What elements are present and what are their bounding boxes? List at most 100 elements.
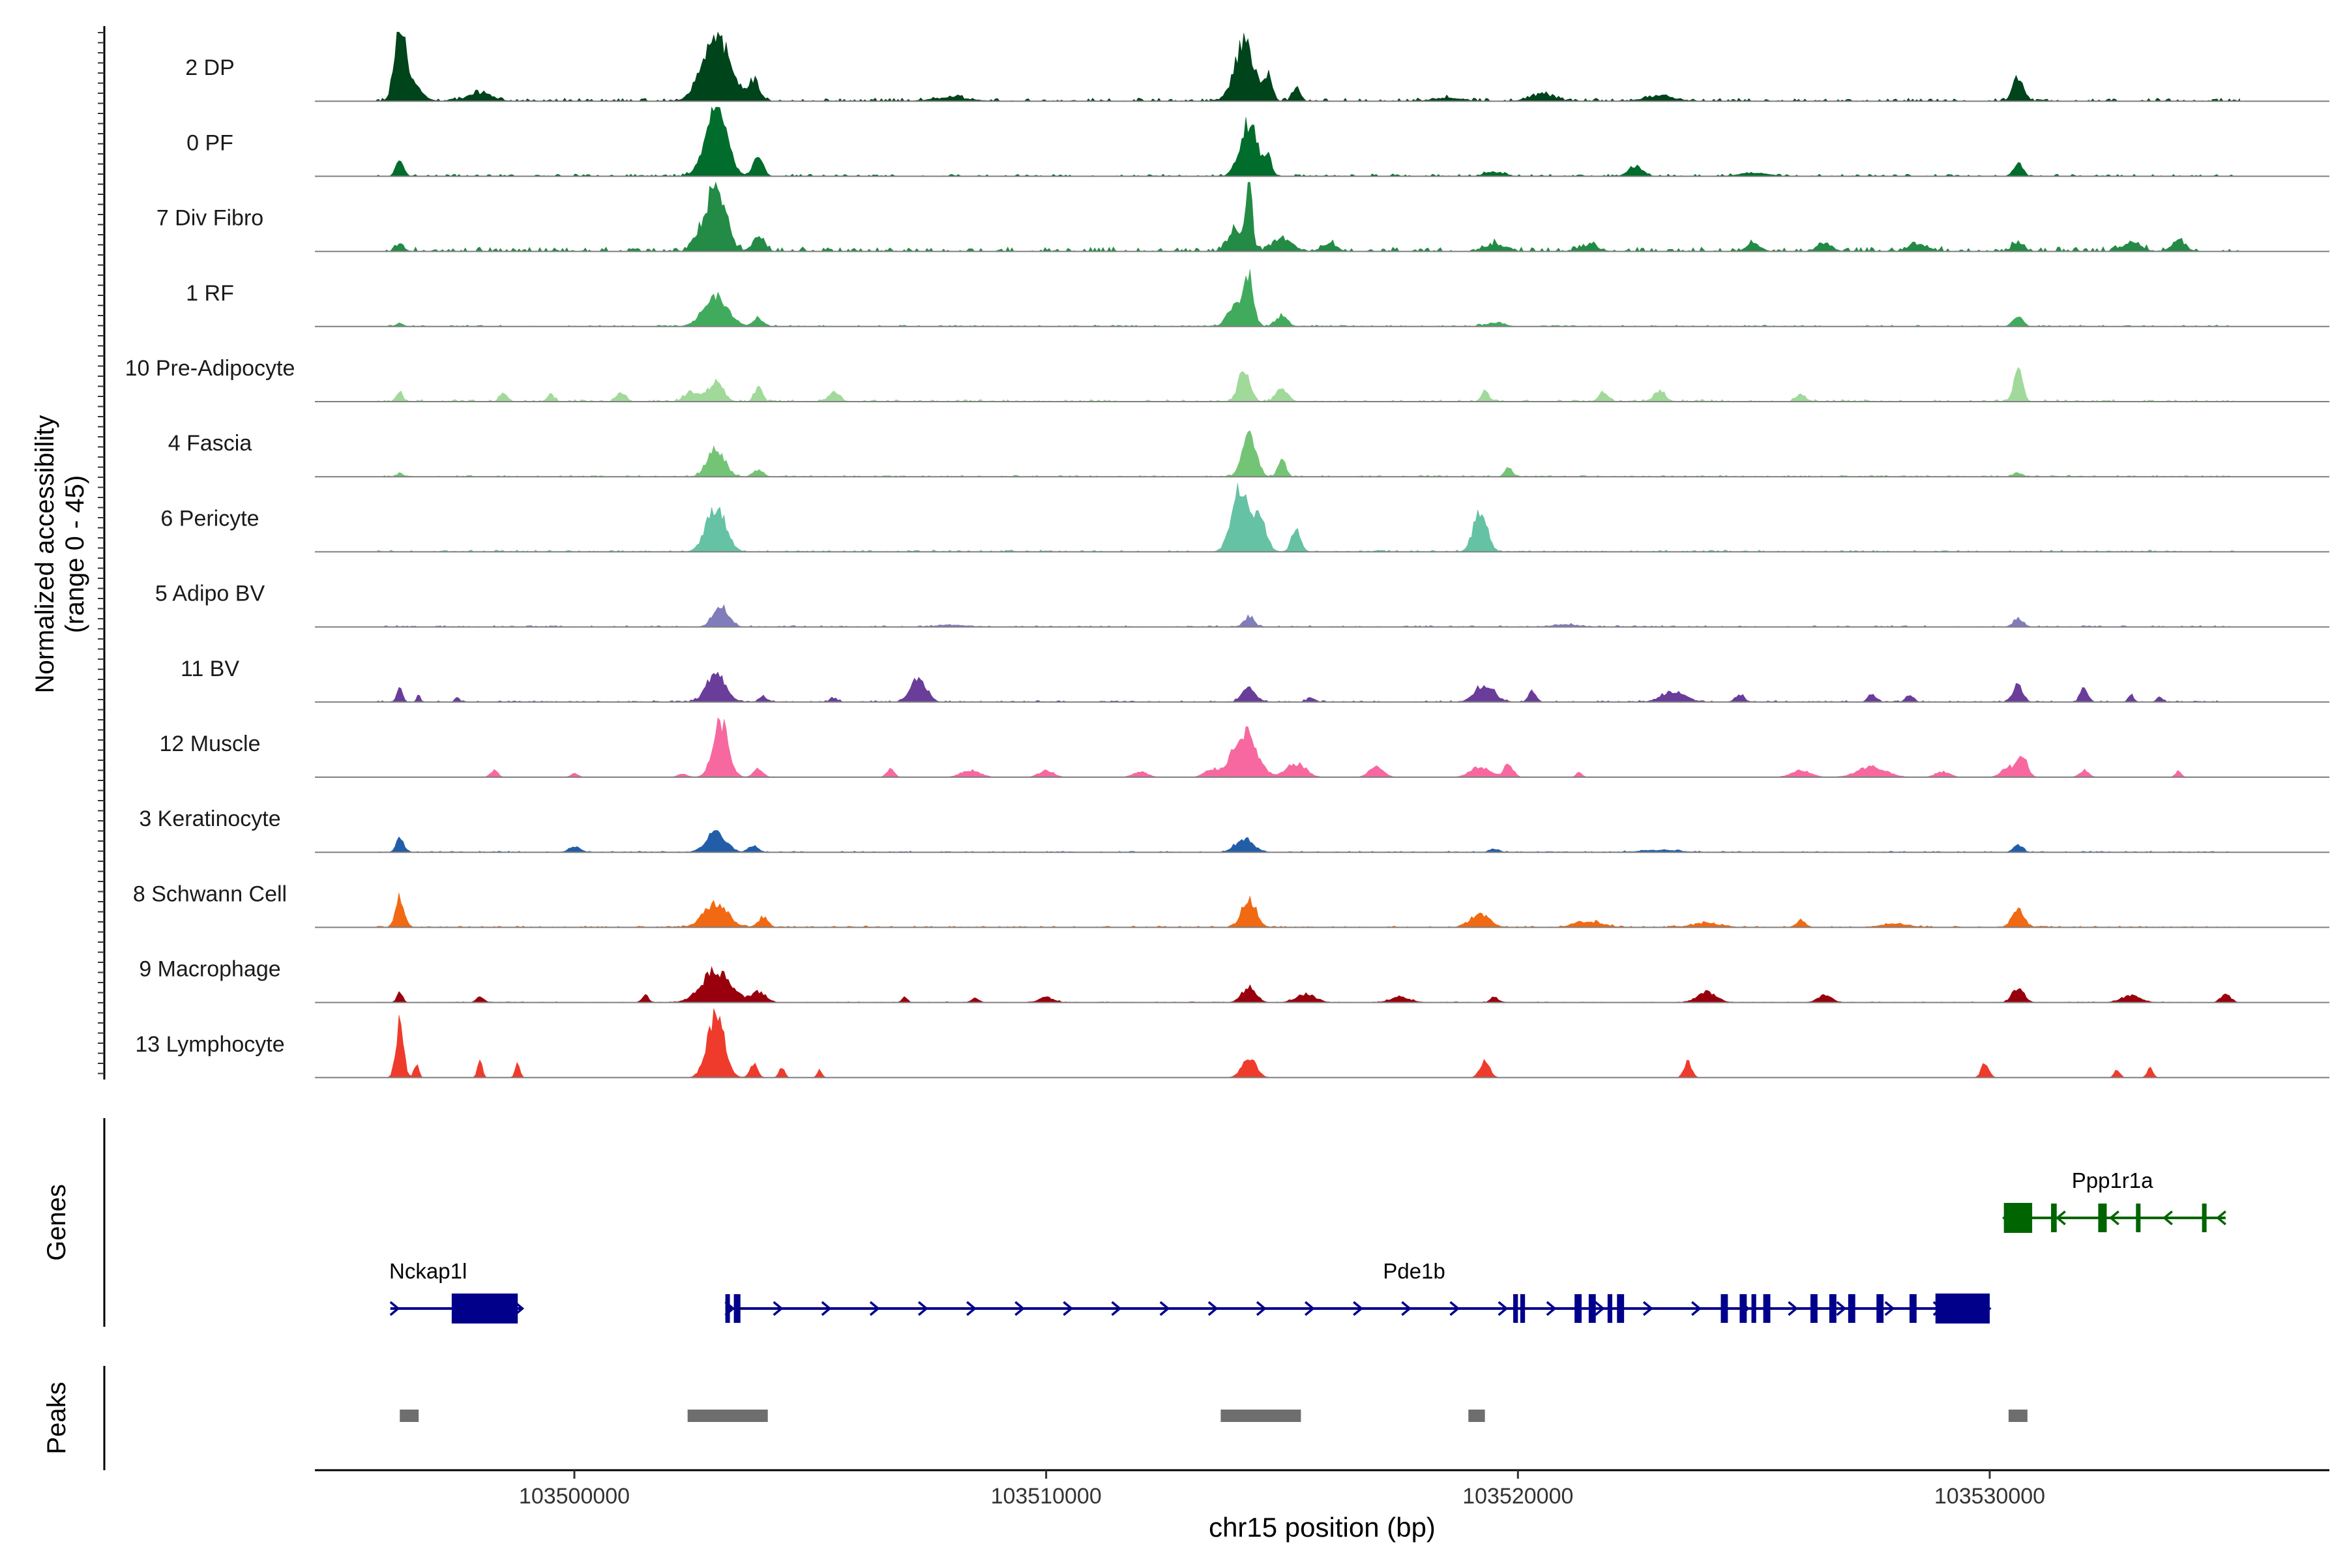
coverage-track	[315, 604, 2329, 628]
strand-arrow	[1207, 1301, 1218, 1316]
strand-arrow	[1401, 1301, 1412, 1316]
track-label: 1 RF	[186, 281, 234, 306]
axis-labels: 2 DP 0 PF 7 Div Fibro 1 RF 10 Pre-Adipocyte 4…	[31, 26, 295, 1080]
track-label: 13 Lymphocyte	[135, 1032, 284, 1057]
strand-arrow	[2109, 1210, 2119, 1226]
x-tick-label: 103500000	[519, 1484, 630, 1509]
strand-arrow	[773, 1301, 784, 1316]
strand-arrow	[1594, 1301, 1605, 1316]
coverage-track	[315, 893, 2329, 928]
gene-model: Nckap1l	[389, 1259, 525, 1324]
strand-arrow	[869, 1301, 880, 1316]
strand-arrow	[1449, 1301, 1460, 1316]
x-axis-title: chr15 position (bp)	[1209, 1512, 1436, 1543]
track-label: 0 PF	[186, 130, 233, 155]
gene-model: Pde1b	[724, 1259, 1992, 1324]
coverage-track	[315, 366, 2329, 402]
gene-exon	[2136, 1204, 2141, 1232]
strand-arrow	[917, 1301, 928, 1316]
strand-arrow	[1063, 1301, 1074, 1316]
gene-model: Ppp1r1a	[2001, 1168, 2226, 1233]
track-label: 12 Muscle	[160, 732, 261, 756]
track-label: 4 Fascia	[168, 431, 252, 456]
strand-arrow	[1836, 1301, 1847, 1316]
track-label: 3 Keratinocyte	[139, 806, 280, 831]
coverage-track	[315, 672, 2329, 703]
gene-exon	[2051, 1204, 2057, 1232]
peaks-y-label: Peaks	[42, 1382, 71, 1454]
strand-arrow	[1353, 1301, 1364, 1316]
track-label: 8 Schwann Cell	[133, 881, 287, 906]
coverage-tracks	[315, 31, 2329, 1078]
gene-exon	[2202, 1204, 2207, 1232]
gene-exon	[1810, 1294, 1818, 1323]
gene-exon	[1720, 1294, 1728, 1323]
gene-exon	[1520, 1294, 1526, 1323]
coverage-track	[315, 1008, 2329, 1078]
strand-arrow	[821, 1301, 832, 1316]
peak-region	[2008, 1410, 2028, 1422]
x-axis: 103500000 103510000 103520000 103530000 chr1…	[315, 1469, 2329, 1543]
strand-arrow	[2055, 1210, 2066, 1226]
gene-exon	[1739, 1294, 1747, 1323]
gene-exon	[1848, 1294, 1855, 1323]
gene-exon	[1617, 1294, 1625, 1323]
strand-arrow	[389, 1301, 400, 1316]
peak-region	[1468, 1410, 1485, 1422]
gene-exon	[451, 1294, 518, 1324]
strand-arrow	[1498, 1301, 1509, 1316]
coverage-track	[315, 717, 2329, 778]
strand-arrow	[1014, 1301, 1026, 1316]
coverage-track	[315, 106, 2329, 177]
x-tick-label: 103510000	[991, 1484, 1102, 1509]
genes-y-label: Genes	[42, 1184, 71, 1261]
coverage-y-label: Normalized accessibility(range 0 - 45)	[31, 415, 89, 694]
strand-arrow	[1546, 1301, 1557, 1316]
coverage-track	[315, 830, 2329, 853]
coverage-track	[315, 482, 2329, 553]
gene-exon	[1909, 1294, 1917, 1323]
x-tick-label: 103530000	[1934, 1484, 2045, 1509]
gene-exon	[725, 1294, 730, 1323]
strand-arrow	[1642, 1301, 1653, 1316]
coverage-y-label-line: Normalized accessibility	[31, 415, 59, 694]
strand-arrow	[2216, 1210, 2226, 1226]
strand-arrow	[1111, 1301, 1122, 1316]
x-tick-label: 103520000	[1462, 1484, 1573, 1509]
gene-exon	[1876, 1294, 1884, 1323]
gene-exon	[733, 1294, 741, 1323]
track-label: 9 Macrophage	[139, 957, 280, 982]
strand-arrow	[1691, 1301, 1702, 1316]
strand-arrow	[1256, 1301, 1267, 1316]
strand-arrow	[1305, 1301, 1315, 1316]
gene-name-label: Ppp1r1a	[2072, 1168, 2153, 1192]
peak-region	[1220, 1410, 1301, 1422]
strand-arrow	[2162, 1210, 2173, 1226]
gene-exon	[1935, 1294, 1990, 1324]
track-label: 11 BV	[181, 657, 239, 681]
gene-exon	[1829, 1294, 1837, 1323]
gene-exon	[1763, 1294, 1771, 1323]
coverage-track	[315, 966, 2329, 1003]
peak-track: Peaks	[42, 1366, 2028, 1470]
peak-region	[400, 1410, 419, 1422]
gene-exon	[2003, 1203, 2033, 1233]
coverage-track	[315, 181, 2329, 252]
strand-arrow	[1884, 1301, 1895, 1316]
coverage-area	[376, 717, 2240, 778]
coverage-area	[376, 31, 2240, 102]
gene-name-label: Nckap1l	[389, 1259, 467, 1283]
track-label: 10 Pre-Adipocyte	[125, 356, 295, 381]
gene-exon	[1751, 1294, 1756, 1323]
gene-annotation-track: Genes Nckap1l Pde1b Ppp1r1a	[42, 1118, 2226, 1327]
strand-arrow	[1159, 1301, 1170, 1316]
peak-region	[687, 1410, 768, 1422]
track-label: 7 Div Fibro	[156, 206, 263, 231]
coverage-track	[315, 31, 2329, 102]
gene-exon	[1607, 1294, 1613, 1323]
coverage-track	[315, 269, 2329, 327]
strand-arrow	[966, 1301, 977, 1316]
